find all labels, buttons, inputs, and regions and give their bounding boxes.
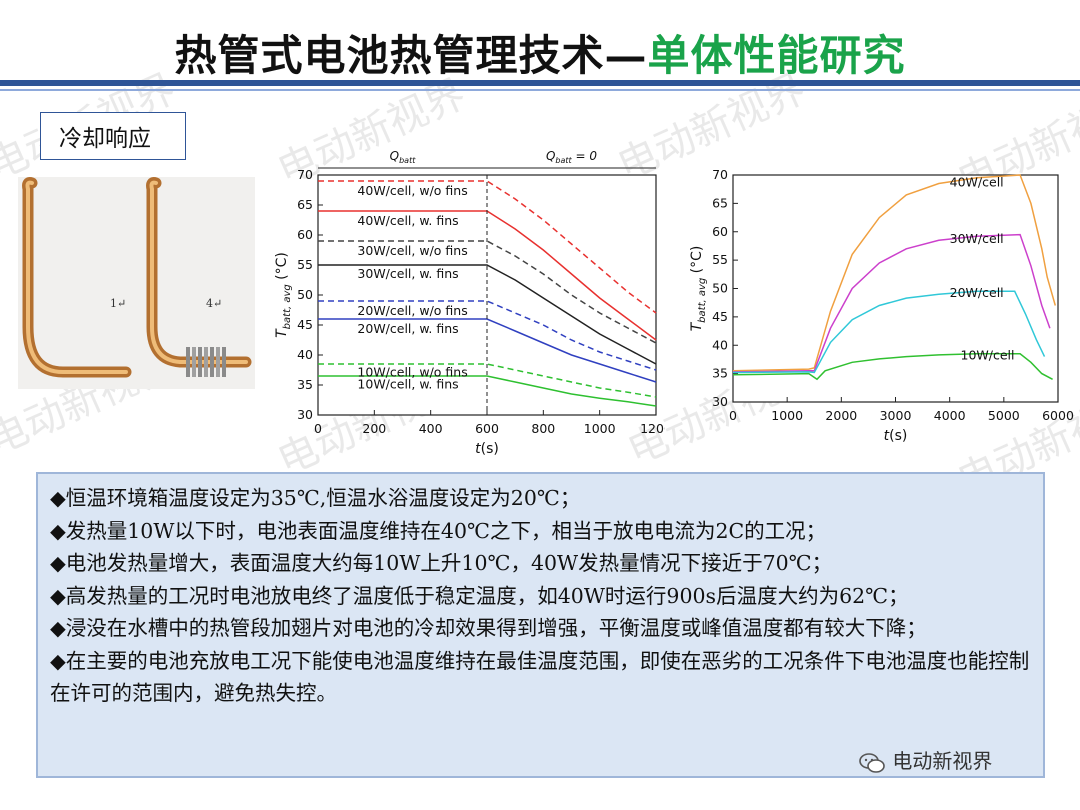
y-tick-label: 40: [712, 337, 728, 352]
x-tick-label: 3000: [880, 408, 912, 423]
series-line: [732, 233, 1051, 373]
heat-pipe-photo: 1↵ 4↵: [18, 177, 255, 389]
series-label: 40W/cell, w. fins: [357, 213, 458, 228]
y-tick-label: 35: [297, 377, 313, 392]
y-tick-label: 65: [712, 195, 728, 210]
series-label: 10W/cell: [961, 347, 1015, 362]
bullet-item: ◆发热量10W以下时，电池表面温度维持在40℃之下，相当于放电电流为2C的工况；: [50, 518, 827, 543]
x-tick-label: 800: [531, 421, 555, 436]
series-label: 30W/cell, w. fins: [357, 266, 458, 281]
title-divider: [0, 80, 1080, 86]
plot-frame: [732, 174, 1059, 403]
x-axis-label: t(s): [475, 441, 499, 457]
heat-pipe-illustration: 1↵ 4↵: [22, 177, 252, 378]
series-label: 20W/cell: [950, 285, 1004, 300]
series-line: [318, 180, 657, 314]
title-divider-thin: [0, 89, 1080, 91]
x-tick-label: 1000: [771, 408, 803, 423]
x-tick-label: 5000: [988, 408, 1020, 423]
x-tick-label: 0: [314, 421, 322, 436]
bullet-item: ◆在主要的电池充放电工况下能使电池温度维持在最佳温度范围，即使在恶劣的工况条件下…: [50, 648, 1030, 706]
bullet-item: ◆电池发热量增大，表面温度大约每10W上升10℃，40W发热量情况下接近于70℃…: [50, 551, 833, 575]
bullet-item: ◆浸没在水槽中的热管段加翅片对电池的冷却效果得到增强，平衡温度或峰值温度都有较大…: [50, 616, 927, 640]
series-line: [732, 290, 1046, 374]
series-line: [318, 210, 657, 341]
x-tick-label: 4000: [934, 408, 966, 423]
y-tick-label: 50: [297, 287, 313, 302]
x-tick-label: 0: [729, 408, 737, 423]
y-axis-label: Tbatt, avg (°C): [689, 246, 708, 332]
series-line: [732, 353, 1053, 381]
series-line: [732, 174, 1057, 372]
y-tick-label: 45: [712, 309, 728, 324]
photo-label-right: 4↵: [206, 297, 222, 310]
series-label: 40W/cell, w/o fins: [357, 183, 467, 198]
series-line: [318, 318, 657, 383]
series-label: 20W/cell, w/o fins: [357, 303, 467, 318]
bullet-item: ◆高发热量的工况时电池放电终了温度低于稳定温度，如40W时运行900s后温度大约…: [50, 583, 909, 608]
fins: [186, 347, 226, 377]
y-tick-label: 30: [712, 394, 728, 409]
annotation-qbatt-zero: Qbatt = 0: [546, 149, 597, 165]
series-label: 40W/cell: [950, 174, 1004, 189]
y-tick-label: 45: [297, 317, 313, 332]
y-tick-label: 65: [297, 197, 313, 212]
series-label: 30W/cell: [950, 231, 1004, 246]
wechat-icon: [859, 752, 885, 773]
series-line: [318, 363, 657, 398]
chart-heating-response: 0 1000 2000 3000 4000 5000 6000 30 35 40 45 50 55 60 6…: [689, 167, 1074, 444]
y-tick-label: 40: [297, 347, 313, 362]
x-tick-label: 200: [362, 421, 386, 436]
x-tick-label: 1200: [640, 421, 665, 436]
footer-brand: 电动新视界: [858, 745, 992, 774]
annotation-qbatt: Qbatt: [390, 149, 417, 165]
x-axis-label: t(s): [884, 428, 908, 444]
y-tick-label: 50: [712, 281, 728, 296]
x-tick-label: 6000: [1042, 408, 1074, 423]
series-line: [318, 264, 657, 365]
chart-cooling-response-fins: 0 200 400 600 800 1000 1200 30 35 40 45 50 55 60 65 70 t…: [274, 149, 665, 457]
series-line: [318, 240, 657, 344]
x-tick-label: 2000: [825, 408, 857, 423]
footer-brand-text: 电动新视界: [892, 749, 993, 773]
y-tick-label: 55: [712, 252, 728, 267]
x-tick-label: 400: [419, 421, 443, 436]
section-label: 冷却响应: [40, 112, 186, 160]
conclusions-box: ◆恒温环境箱温度设定为35℃,恒温水浴温度设定为20℃； ◆发热量10W以下时，…: [36, 472, 1045, 778]
y-tick-label: 70: [297, 167, 313, 182]
title-sub: 单体性能研究: [647, 31, 906, 80]
y-tick-label: 55: [297, 257, 313, 272]
y-tick-label: 35: [712, 366, 728, 381]
series-label: 30W/cell, w/o fins: [357, 243, 467, 258]
series-line: [318, 300, 657, 371]
x-tick-label: 1000: [584, 421, 616, 436]
title-main: 热管式电池热管理技术—: [174, 31, 648, 80]
page-title: 热管式电池热管理技术—单体性能研究: [0, 22, 1080, 83]
y-tick-label: 30: [297, 407, 313, 422]
y-tick-label: 60: [712, 224, 728, 239]
series-label: 10W/cell, w/o fins: [357, 364, 467, 379]
photo-label-left: 1↵: [110, 297, 126, 310]
y-tick-label: 60: [297, 227, 313, 242]
bullet-item: ◆恒温环境箱温度设定为35℃,恒温水浴温度设定为20℃；: [50, 486, 581, 510]
y-axis-label: Tbatt, avg (°C): [274, 252, 293, 338]
x-tick-label: 600: [475, 421, 499, 436]
series-line: [318, 375, 657, 407]
series-label: 20W/cell, w. fins: [357, 321, 458, 336]
y-tick-label: 70: [712, 167, 728, 182]
series-label: 10W/cell, w. fins: [357, 376, 458, 391]
